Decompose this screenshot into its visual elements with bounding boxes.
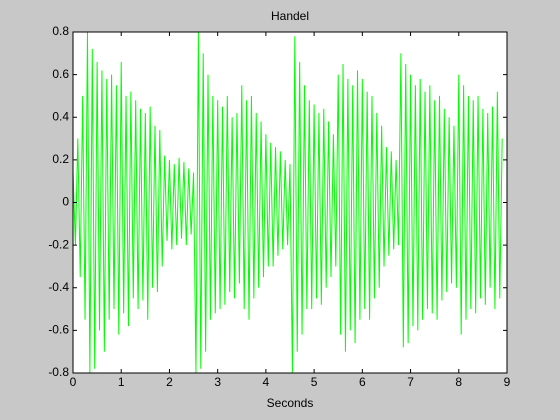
x-tick-label: 3 bbox=[214, 375, 221, 389]
x-tick-label: 7 bbox=[407, 375, 414, 389]
x-tick-label: 0 bbox=[70, 375, 77, 389]
x-axis-label: Seconds bbox=[267, 396, 314, 410]
y-tick-label: 0.6 bbox=[52, 67, 69, 81]
x-tick-label: 6 bbox=[359, 375, 366, 389]
y-tick-label: 0.8 bbox=[52, 24, 69, 38]
y-tick-label: -0.2 bbox=[48, 237, 69, 251]
x-tick-label: 1 bbox=[118, 375, 125, 389]
x-tick-label: 5 bbox=[311, 375, 318, 389]
chart-title: Handel bbox=[271, 9, 309, 23]
x-tick-label: 2 bbox=[166, 375, 173, 389]
x-tick-label: 4 bbox=[263, 375, 270, 389]
y-tick-label: -0.6 bbox=[48, 323, 69, 337]
y-tick-label: 0.2 bbox=[52, 152, 69, 166]
plot bbox=[72, 31, 503, 374]
x-tick-label: 9 bbox=[504, 375, 511, 389]
y-tick-label: 0 bbox=[62, 195, 69, 209]
y-tick-label: -0.8 bbox=[48, 365, 69, 379]
waveform-line bbox=[72, 31, 503, 374]
y-tick-label: 0.4 bbox=[52, 109, 69, 123]
x-tick-label: 8 bbox=[455, 375, 462, 389]
y-tick-label: -0.4 bbox=[48, 280, 69, 294]
